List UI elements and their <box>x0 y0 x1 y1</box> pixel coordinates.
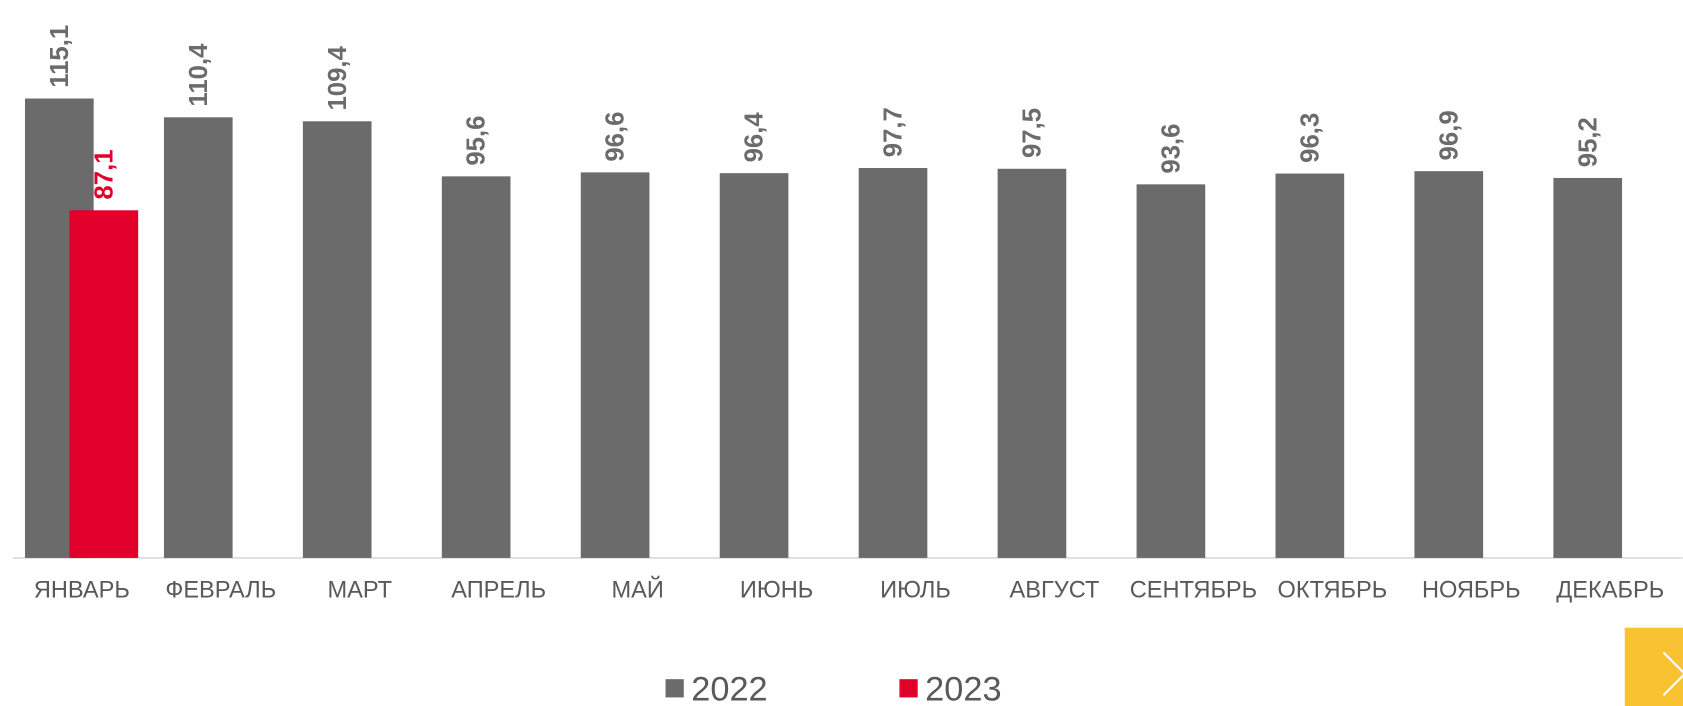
value-label: 115,1 <box>46 25 74 88</box>
value-label: 109,4 <box>324 45 352 110</box>
value-label: 93,6 <box>1157 123 1185 173</box>
x-tick-label: НОЯБРЬ <box>1422 578 1521 604</box>
bar <box>858 167 928 558</box>
bar <box>441 176 511 558</box>
x-tick-label: ДЕКАБРЬ <box>1556 578 1664 604</box>
legend-swatch <box>899 679 918 698</box>
legend-swatch <box>665 679 684 698</box>
legend-label: 2022 <box>691 671 767 706</box>
bar <box>1275 173 1345 558</box>
bar <box>1553 177 1623 558</box>
x-tick-label: ИЮНЬ <box>740 578 813 604</box>
bar <box>302 121 372 558</box>
legend-label: 2023 <box>925 671 1001 706</box>
x-tick-label: ФЕВРАЛЬ <box>165 578 276 604</box>
next-button[interactable] <box>1624 627 1683 706</box>
bar <box>1414 171 1484 558</box>
x-tick-label: ЯНВАРЬ <box>34 578 130 604</box>
bar <box>69 210 139 558</box>
x-tick-label: МАЙ <box>611 576 663 604</box>
value-label: 110,4 <box>185 43 213 107</box>
x-tick-label: ОКТЯБРЬ <box>1278 578 1388 604</box>
bar <box>1136 184 1206 558</box>
x-tick-label: МАРТ <box>328 578 392 604</box>
x-tick-label: СЕНТЯБРЬ <box>1130 578 1257 604</box>
next-button-bg[interactable] <box>1624 627 1683 706</box>
bar <box>163 117 233 558</box>
bar <box>719 173 789 558</box>
value-label: 95,2 <box>1574 117 1602 167</box>
value-label: 96,9 <box>1435 110 1463 160</box>
next-chevron[interactable] <box>1662 651 1683 697</box>
x-tick-label: ИЮЛЬ <box>880 578 951 604</box>
bar <box>997 168 1067 558</box>
value-label: 87,1 <box>90 149 118 199</box>
x-tick-label: АВГУСТ <box>1010 578 1100 604</box>
x-tick-label: АПРЕЛЬ <box>451 578 546 604</box>
value-label: 97,5 <box>1019 108 1047 158</box>
bar <box>580 172 650 558</box>
value-label: 97,7 <box>880 107 908 157</box>
value-label: 96,3 <box>1296 113 1324 163</box>
value-label: 95,6 <box>463 116 491 166</box>
value-label: 96,4 <box>741 112 769 163</box>
value-label: 96,6 <box>602 112 630 162</box>
